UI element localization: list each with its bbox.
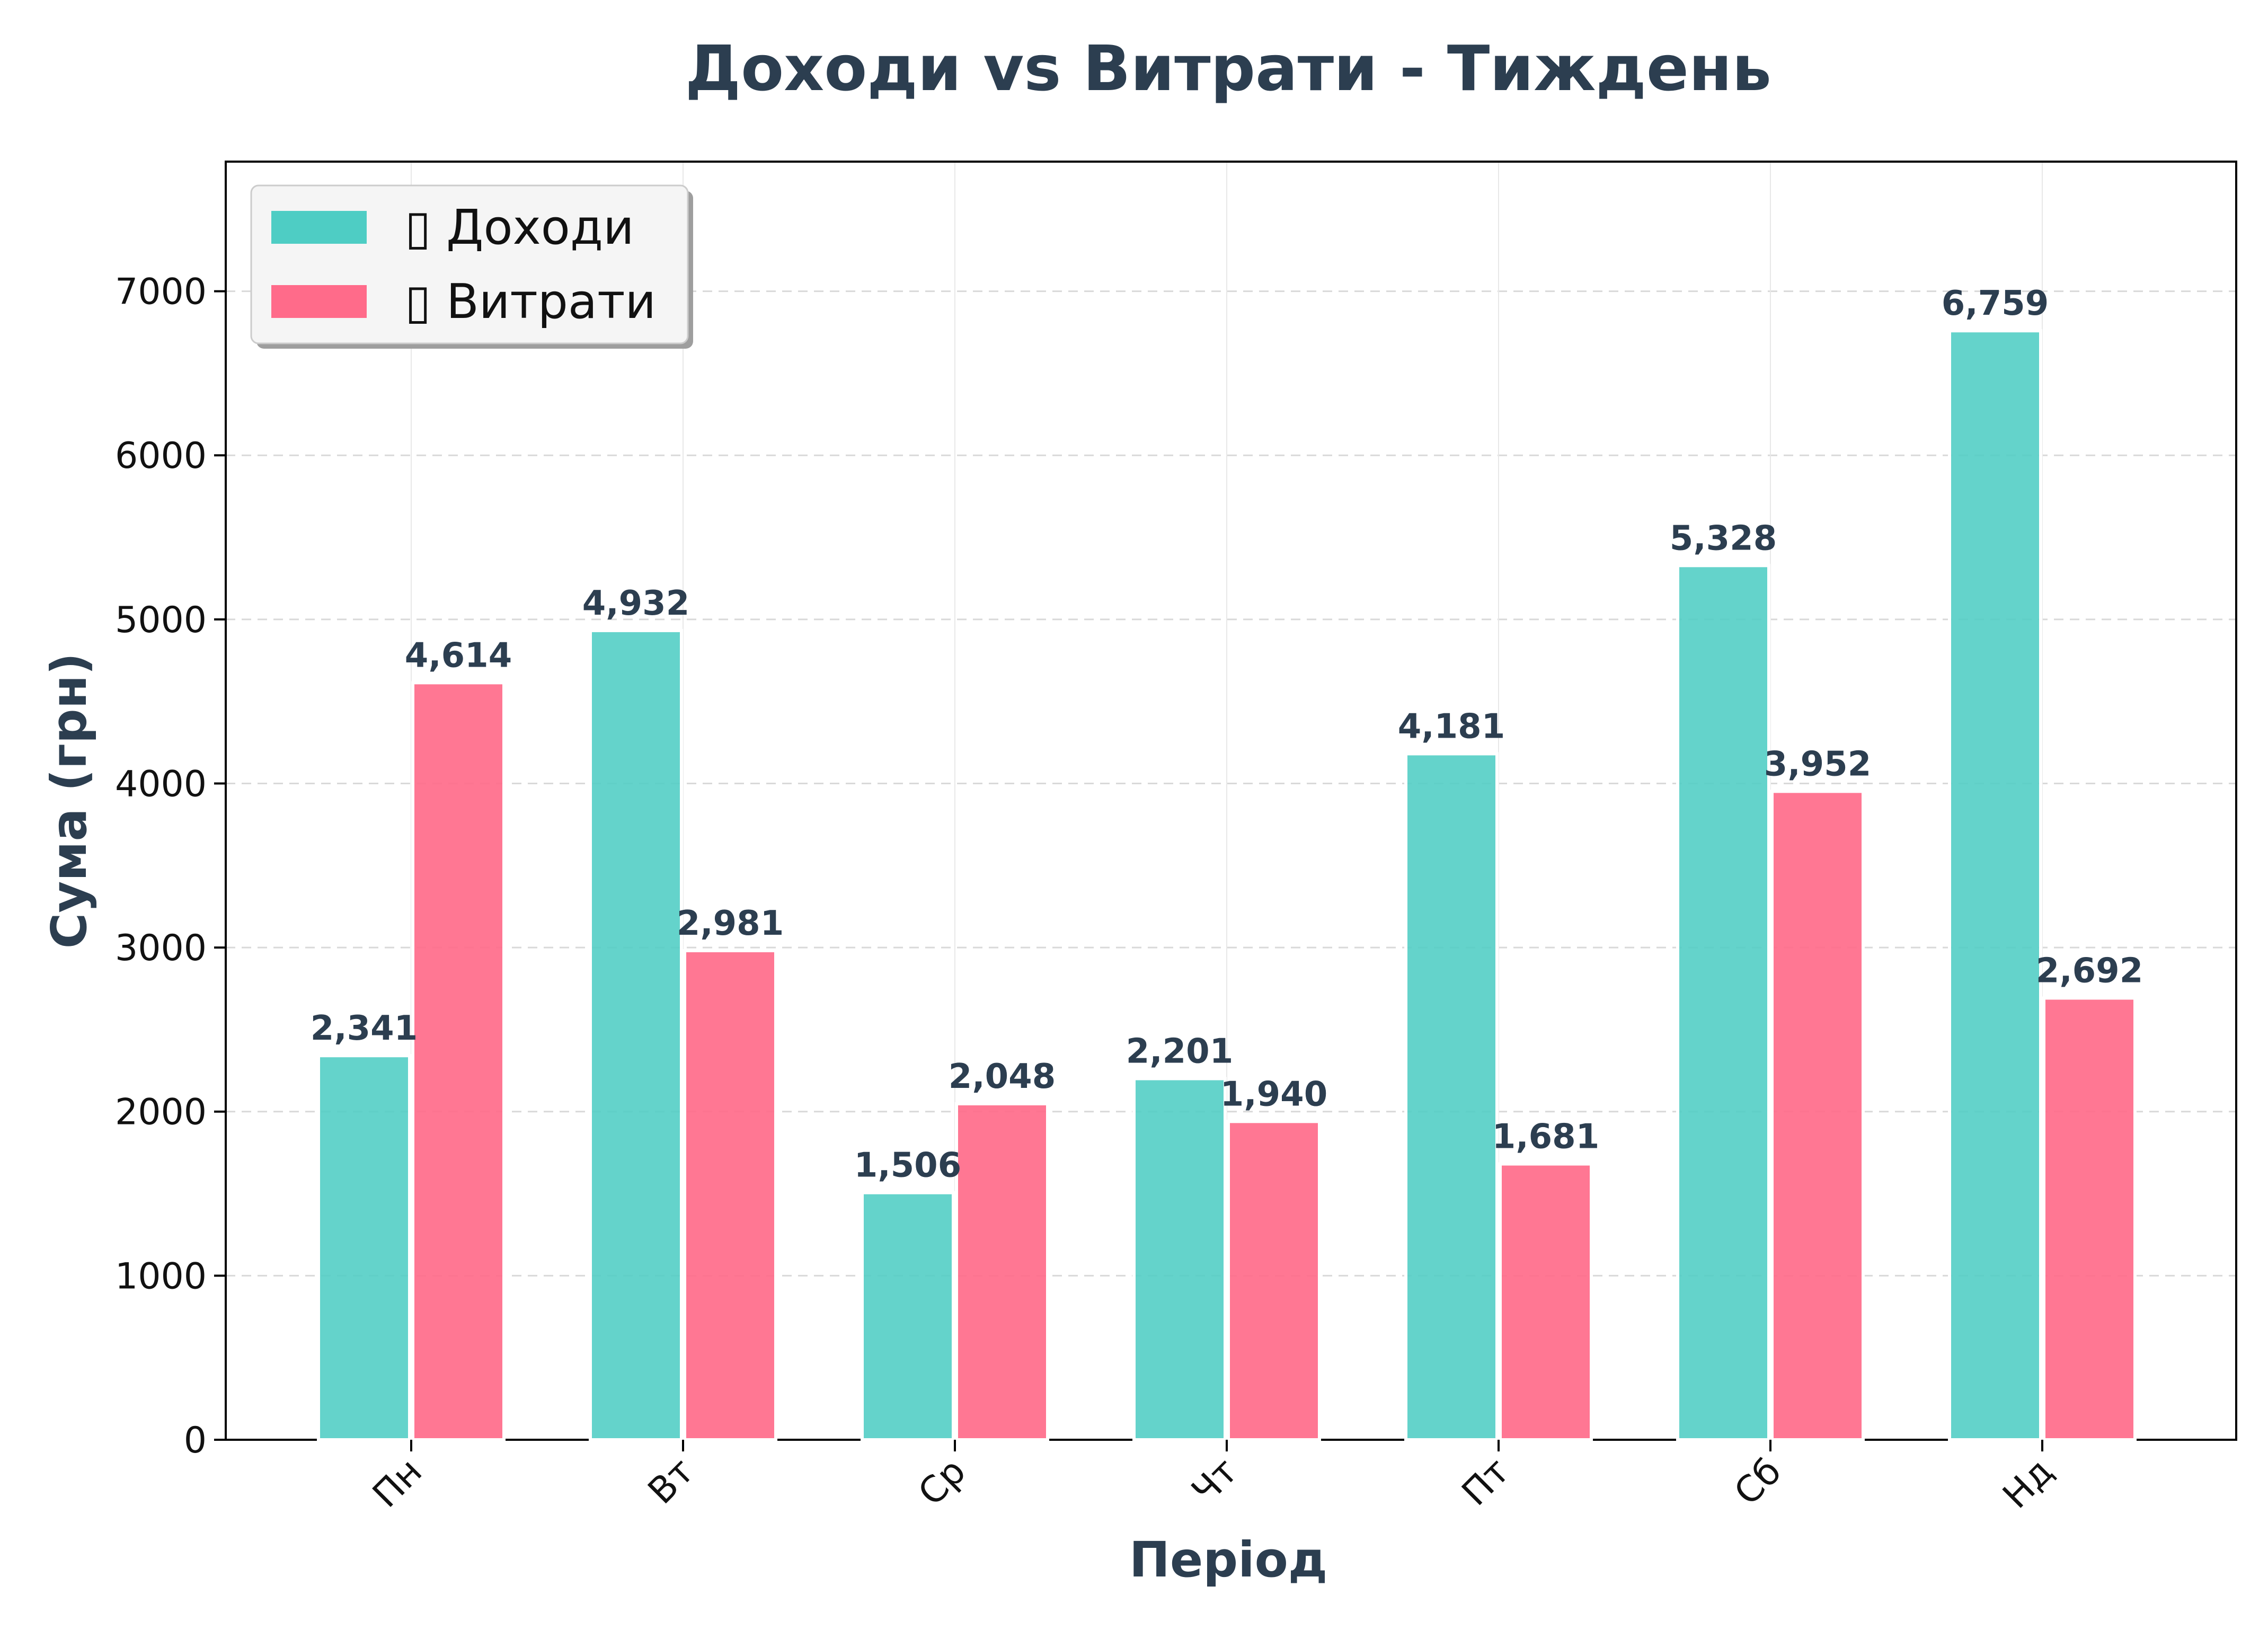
value-label: 3,952: [1764, 745, 1871, 784]
legend-swatch-incomes: [271, 211, 367, 244]
value-label: 4,932: [582, 584, 689, 623]
value-label: 5,328: [1670, 519, 1777, 558]
y-tick-label: 2000: [115, 1092, 207, 1133]
bar-incomes: [317, 1054, 411, 1441]
bar-expenses: [1770, 790, 1865, 1441]
value-label: 2,048: [949, 1057, 1056, 1096]
y-tick-label: 5000: [115, 599, 207, 641]
legend-label-incomes: ▯ Доходи: [405, 200, 634, 255]
value-label: 2,692: [2036, 951, 2143, 990]
x-axis-ticks: Пн Вт Ср Чт Пт Сб Нд: [365, 1440, 2061, 1517]
x-tick-label: Ср: [910, 1450, 974, 1514]
value-label: 2,341: [311, 1009, 418, 1048]
x-tick-label: Пн: [365, 1450, 430, 1516]
y-tick-label: 4000: [115, 763, 207, 805]
y-tick-label: 6000: [115, 435, 207, 477]
x-tick-label: Пт: [1454, 1450, 1518, 1514]
value-label: 1,506: [854, 1146, 961, 1185]
bar-expenses: [683, 949, 777, 1441]
x-tick-label: Чт: [1184, 1450, 1246, 1512]
bar-incomes: [1132, 1077, 1227, 1441]
bar-incomes: [589, 628, 683, 1441]
legend: ▯ Доходи ▯ Витрати: [250, 184, 693, 349]
value-label: 1,681: [1492, 1118, 1599, 1157]
y-axis-ticks: 0 1000 2000 3000 4000 5000 6000 7000: [115, 271, 226, 1461]
x-tick-label: Вт: [640, 1450, 702, 1512]
y-tick-label: 1000: [115, 1255, 207, 1297]
y-tick-label: 3000: [115, 927, 207, 969]
y-tick-label: 0: [184, 1420, 207, 1461]
bar-incomes: [1404, 752, 1499, 1441]
bar-incomes: [861, 1191, 955, 1442]
legend-label-expenses: ▯ Витрати: [405, 274, 656, 330]
bar-expenses: [411, 681, 506, 1441]
value-label: 2,981: [677, 904, 784, 943]
y-tick-label: 7000: [115, 271, 207, 313]
chart-title: Доходи vs Витрати - Тиждень: [685, 32, 1771, 105]
bar-incomes: [1948, 329, 2042, 1442]
x-tick-label: Сб: [1726, 1450, 1789, 1513]
y-axis-label: Сума (грн): [41, 653, 98, 949]
value-labels: 2,341 4,932 1,506 2,201 4,181 5,328 6,759 4,614…: [311, 284, 2143, 1185]
bar-expenses: [1227, 1120, 1321, 1442]
bars: [317, 329, 2137, 1442]
value-label: 4,614: [405, 636, 512, 675]
x-tick-label: Нд: [1995, 1450, 2061, 1517]
bar-expenses: [955, 1102, 1049, 1441]
value-label: 2,201: [1126, 1032, 1233, 1071]
value-label: 4,181: [1398, 707, 1505, 746]
legend-swatch-expenses: [271, 285, 367, 318]
value-label: 6,759: [1942, 284, 2049, 323]
bar-incomes: [1676, 564, 1770, 1441]
bar-expenses: [2042, 996, 2137, 1441]
bar-expenses: [1499, 1162, 1593, 1442]
value-label: 1,940: [1220, 1075, 1327, 1114]
x-axis-label: Період: [1129, 1531, 1327, 1588]
